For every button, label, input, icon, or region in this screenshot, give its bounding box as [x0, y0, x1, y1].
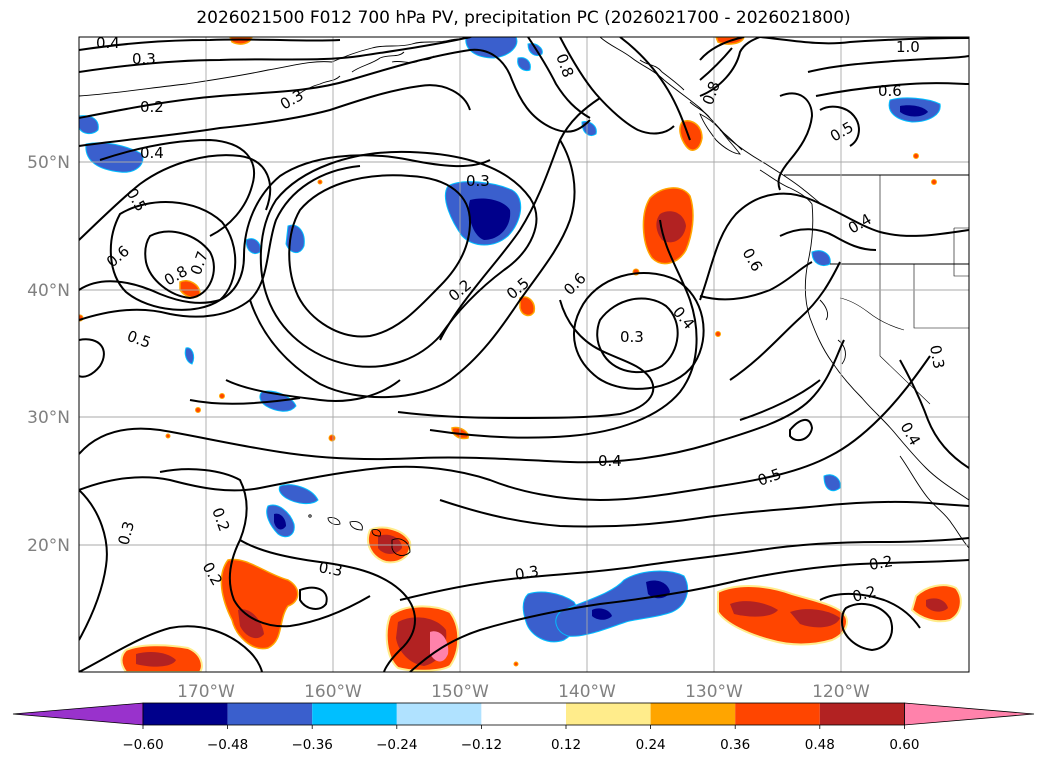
lat-label-30n: 30°N: [27, 408, 70, 428]
lat-label-50n: 50°N: [27, 153, 70, 173]
colorbar-segment: [312, 703, 397, 725]
contour-label: 0.3: [317, 558, 344, 580]
contour-label: 0.2: [868, 552, 895, 574]
contour-label: 0.4: [140, 144, 164, 162]
colorbar-tick-label: 0.24: [636, 737, 666, 753]
lon-label-140w: 140°W: [558, 682, 616, 702]
colorbar-tick-label: 0.48: [805, 737, 835, 753]
colorbar-tick-label: −0.48: [207, 737, 248, 753]
colorbar: −0.60 −0.48 −0.36 −0.24 −0.12 0.12 0.24 …: [12, 702, 1035, 753]
latitude-labels: 50°N 40°N 30°N 20°N: [27, 153, 70, 556]
colorbar-segment: [819, 703, 905, 725]
lon-label-150w: 150°W: [431, 682, 489, 702]
colorbar-extend-low: [12, 702, 144, 726]
colorbar-tick-label: 0.36: [720, 737, 750, 753]
map-title: 2026021500 F012 700 hPa PV, precipitatio…: [196, 8, 851, 28]
colorbar-tick-label: −0.60: [122, 737, 163, 753]
contour-label: 1.0: [896, 38, 920, 56]
colorbar-segment: [566, 703, 651, 725]
negative-precip-areas: [79, 37, 941, 643]
colorbar-tick-label: −0.24: [376, 737, 417, 753]
colorbar-segment: [396, 703, 482, 725]
colorbar-tick-label: 0.60: [889, 737, 919, 753]
gridlines: [79, 37, 969, 672]
contour-label: 0.4: [598, 452, 622, 470]
colorbar-frame: [142, 702, 905, 726]
colorbar-segment: [227, 703, 313, 725]
lat-label-20n: 20°N: [27, 536, 70, 556]
pv-contours: [79, 37, 969, 672]
map-border: [78, 36, 970, 673]
lon-label-170w: 170°W: [177, 682, 235, 702]
colorbar-segment: [481, 703, 566, 725]
contour-label: 0.4: [96, 34, 120, 52]
colorbar-tick-label: −0.12: [461, 737, 502, 753]
colorbar-ticks: [142, 725, 905, 729]
contour-label: 0.3: [926, 344, 948, 371]
contour-label: 0.2: [850, 582, 878, 606]
colorbar-segment: [143, 703, 228, 725]
lon-label-130w: 130°W: [685, 682, 743, 702]
colorbar-segment: [650, 703, 736, 725]
contour-label: 0.3: [466, 172, 490, 190]
lon-label-160w: 160°W: [304, 682, 362, 702]
longitude-labels: 170°W 160°W 150°W 140°W 130°W 120°W: [177, 682, 870, 702]
contour-label: 0.3: [132, 50, 156, 68]
precip-shading: [79, 37, 962, 672]
colorbar-tick-label: 0.12: [551, 737, 581, 753]
contour-label: 0.2: [140, 98, 164, 116]
colorbar-extend-high: [904, 702, 1035, 726]
lon-label-120w: 120°W: [812, 682, 870, 702]
lat-label-40n: 40°N: [27, 281, 70, 301]
contour-label: 0.3: [114, 519, 138, 547]
positive-precip-areas: [79, 37, 962, 672]
contour-label: 0.3: [514, 562, 541, 584]
colorbar-tick-label: −0.36: [292, 737, 333, 753]
contour-label: 0.3: [620, 328, 644, 346]
colorbar-segment: [735, 703, 820, 725]
contour-label: 0.6: [878, 82, 902, 100]
